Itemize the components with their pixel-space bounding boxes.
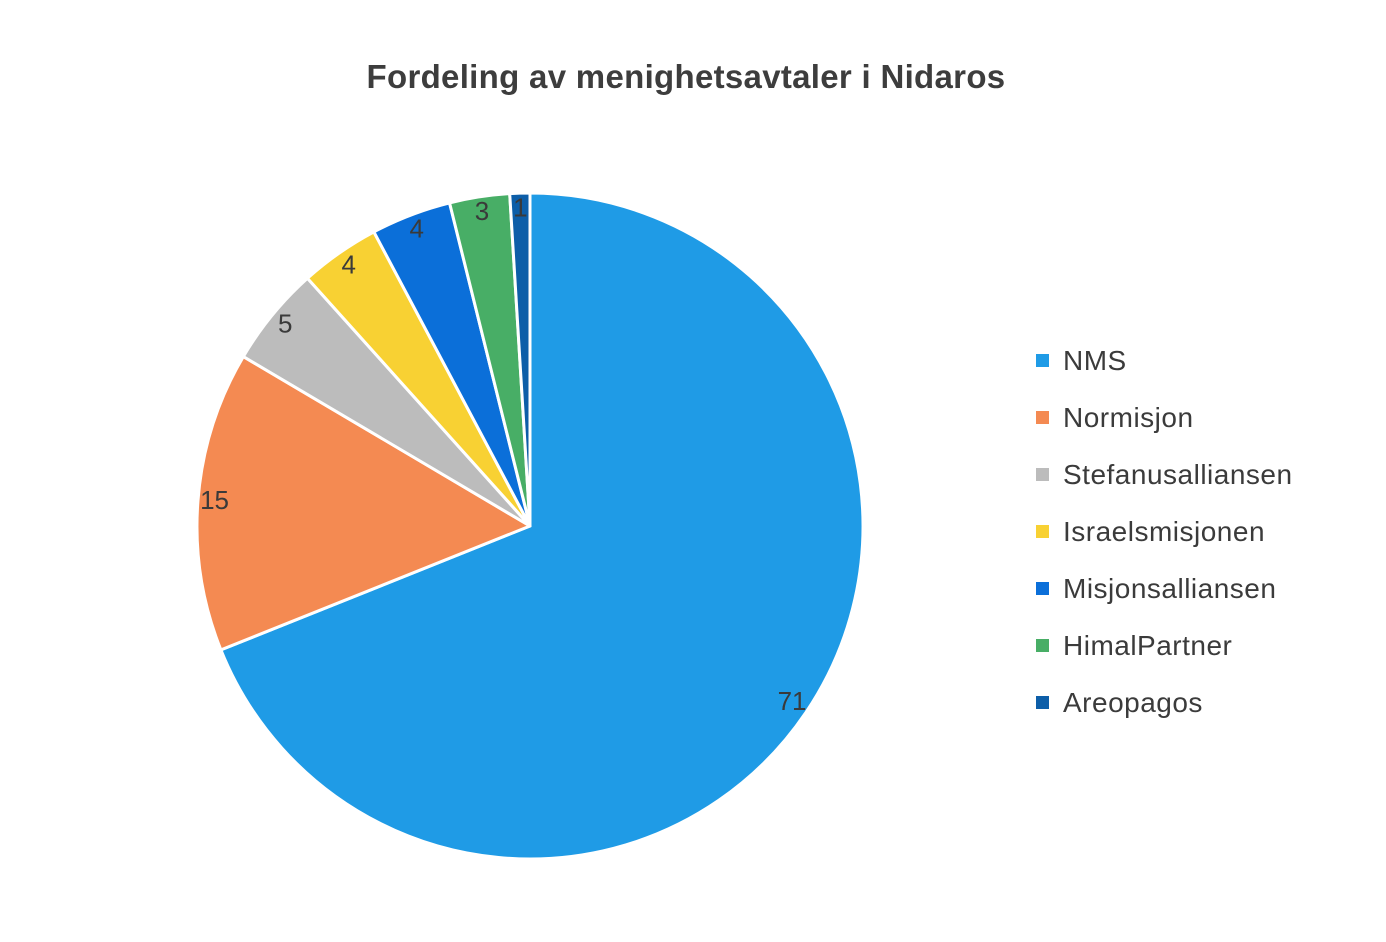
legend-item-misjonsalliansen: Misjonsalliansen (1036, 560, 1293, 617)
legend-label: Stefanusalliansen (1063, 458, 1293, 490)
data-label-misjonsalliansen: 4 (410, 213, 424, 243)
pie-slice-nms (219, 191, 865, 861)
legend-swatch (1036, 354, 1049, 367)
legend-item-areopagos: Areopagos (1036, 674, 1293, 731)
legend-item-nms: NMS (1036, 332, 1293, 389)
legend-item-normisjon: Normisjon (1036, 389, 1293, 446)
legend-swatch (1036, 582, 1049, 595)
legend-item-himalpartner: HimalPartner (1036, 617, 1293, 674)
legend-swatch (1036, 525, 1049, 538)
legend-swatch (1036, 696, 1049, 709)
legend-label: Israelsmisjonen (1063, 515, 1266, 547)
chart-title: Fordeling av menighetsavtaler i Nidaros (366, 58, 1006, 95)
legend-label: NMS (1063, 344, 1127, 376)
legend-label: Normisjon (1063, 401, 1194, 433)
legend-label: Misjonsalliansen (1063, 572, 1277, 604)
data-label-nms: 71 (778, 686, 807, 716)
legend-item-stefanusalliansen: Stefanusalliansen (1036, 446, 1293, 503)
legend-swatch (1036, 411, 1049, 424)
data-label-himalpartner: 3 (475, 196, 489, 226)
chart-legend: NMS Normisjon Stefanusalliansen Israelsmisj… (1036, 332, 1293, 731)
data-label-stefanusalliansen: 5 (278, 308, 292, 338)
legend-item-israelsmisjonen: Israelsmisjonen (1036, 503, 1293, 560)
pie-slice-areopagos (508, 191, 532, 528)
legend-label: HimalPartner (1063, 629, 1233, 661)
data-label-normisjon: 15 (200, 485, 229, 515)
legend-label: Areopagos (1063, 686, 1203, 718)
data-label-areopagos: 1 (513, 193, 527, 223)
pie-slice-normisjon (195, 355, 532, 652)
data-label-israelsmisjonen: 4 (342, 250, 356, 280)
legend-swatch (1036, 468, 1049, 481)
legend-swatch (1036, 639, 1049, 652)
